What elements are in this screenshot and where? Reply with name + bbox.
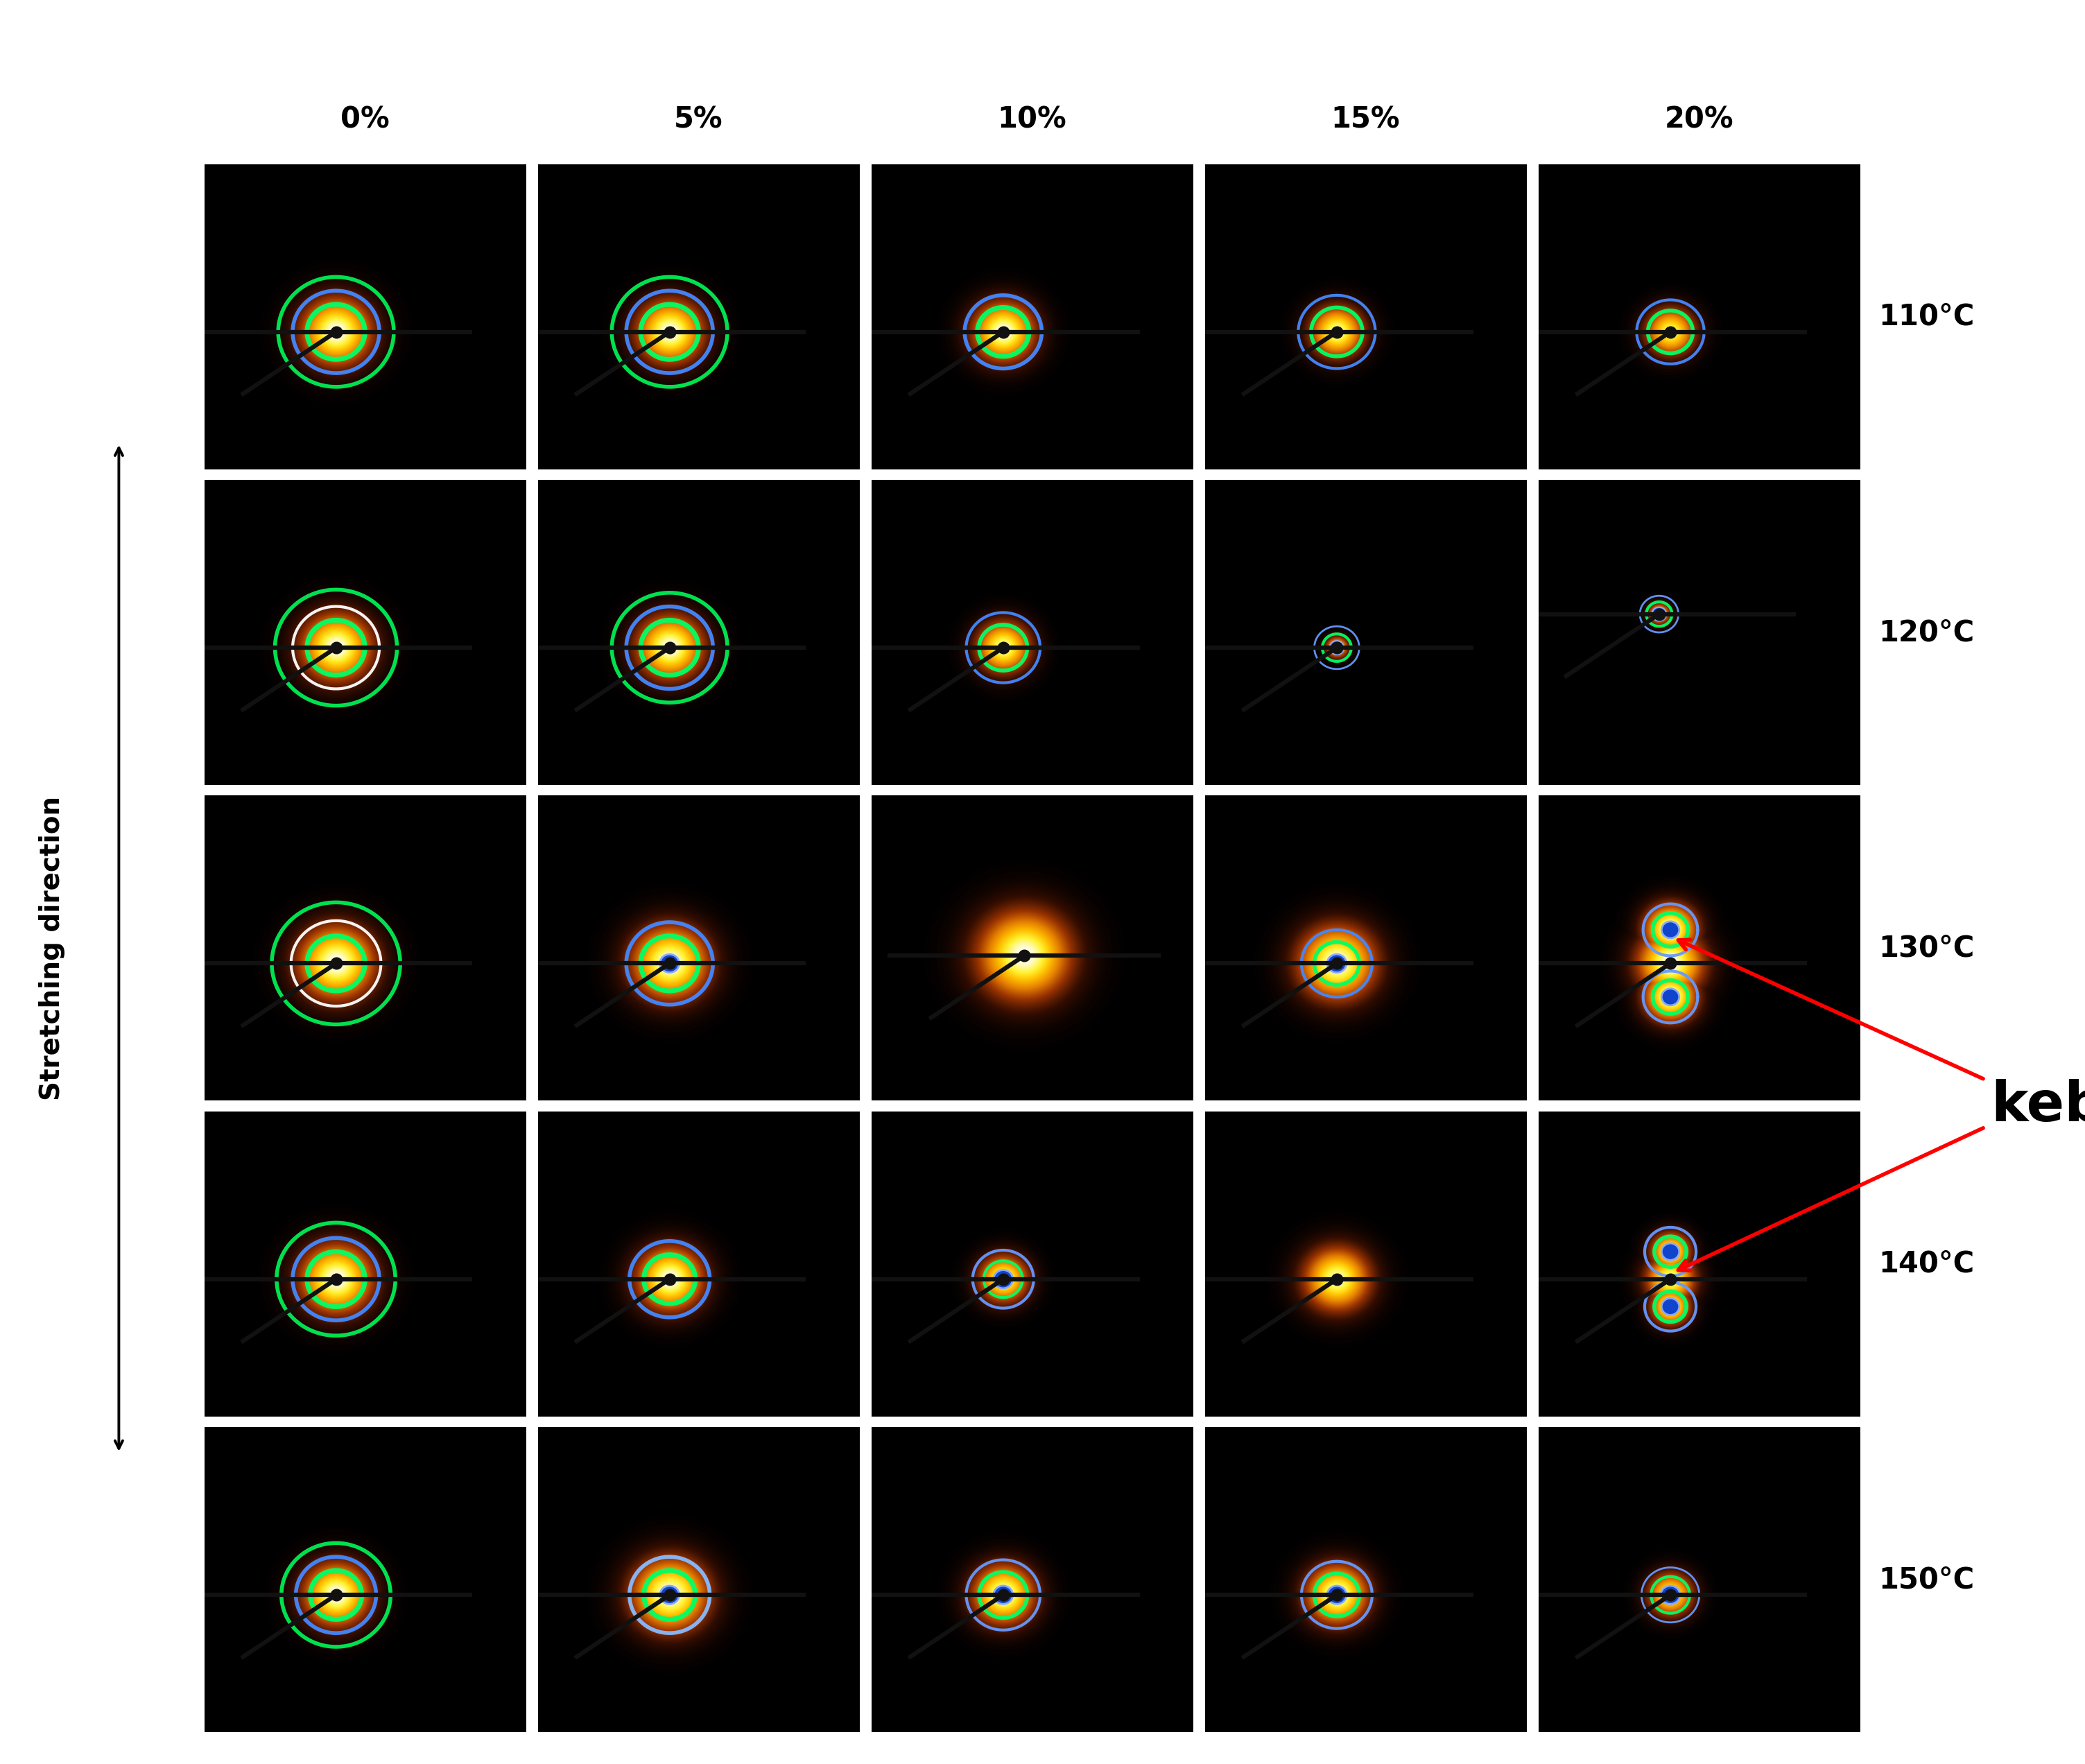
Text: 140°C: 140°C <box>1879 1249 1974 1279</box>
Circle shape <box>1651 607 1666 621</box>
Circle shape <box>1662 1586 1681 1603</box>
Circle shape <box>995 1586 1013 1603</box>
Circle shape <box>661 1586 680 1603</box>
Circle shape <box>1328 1586 1347 1603</box>
Text: 0%: 0% <box>340 106 390 134</box>
Circle shape <box>1662 1298 1678 1314</box>
Text: 110°C: 110°C <box>1879 302 1974 332</box>
Text: 130°C: 130°C <box>1879 933 1974 963</box>
Text: 10%: 10% <box>997 106 1068 134</box>
Text: Stretching direction: Stretching direction <box>40 796 65 1101</box>
Text: 150°C: 150°C <box>1879 1565 1974 1595</box>
Text: 120°C: 120°C <box>1879 617 1974 647</box>
Circle shape <box>1662 921 1678 938</box>
Circle shape <box>1328 954 1347 972</box>
Circle shape <box>1662 1244 1678 1259</box>
Circle shape <box>1330 640 1345 654</box>
Text: 15%: 15% <box>1330 106 1401 134</box>
Text: 20%: 20% <box>1664 106 1735 134</box>
Text: kebab: kebab <box>1991 1080 2085 1132</box>
Circle shape <box>1662 988 1678 1005</box>
Circle shape <box>995 1270 1013 1288</box>
Circle shape <box>661 954 680 972</box>
Text: 5%: 5% <box>673 106 723 134</box>
